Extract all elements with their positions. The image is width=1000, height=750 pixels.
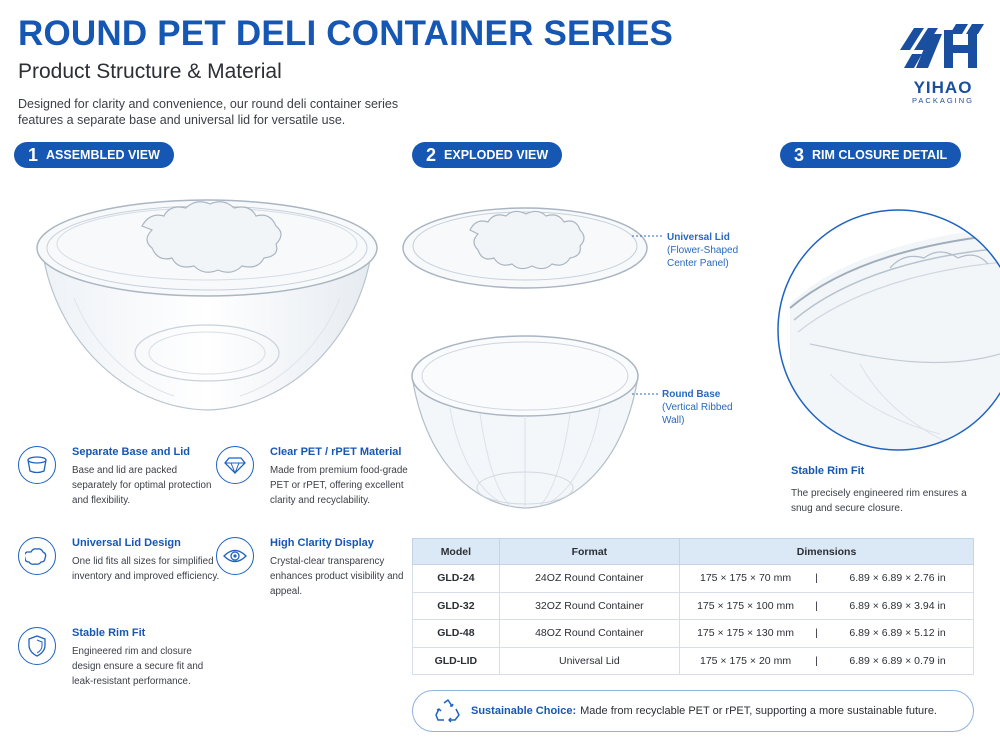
dim-mm: 175 × 175 × 70 mm xyxy=(700,572,792,585)
callout-line: Wall) xyxy=(662,415,685,426)
callout-line: Center Panel) xyxy=(667,258,729,269)
callout-round-base: Round Base (Vertical Ribbed Wall) xyxy=(662,388,733,427)
table-header-row: Model Format Dimensions xyxy=(412,538,974,565)
callout-line: (Flower-Shaped xyxy=(667,245,739,256)
rim-detail-description: The precisely engineered rim ensures a s… xyxy=(791,488,967,514)
feature-description: Made from premium food-grade PET or rPET… xyxy=(270,465,408,506)
spec-table: Model Format Dimensions GLD-24 24OZ Roun… xyxy=(412,538,974,675)
intro-text: Designed for clarity and convenience, ou… xyxy=(18,97,399,127)
dim-inches: 6.89 × 6.89 × 2.76 in xyxy=(849,572,946,585)
logo-name: YIHAO xyxy=(913,78,973,97)
feature-description: One lid fits all sizes for simplified in… xyxy=(72,556,220,582)
dim-mm: 175 × 175 × 130 mm xyxy=(697,627,794,640)
yihao-logo: YIHAO PACKAGING xyxy=(896,20,990,105)
feature-title: Universal Lid Design xyxy=(72,537,181,549)
cell-format: 24OZ Round Container xyxy=(498,564,681,593)
dim-inches: 6.89 × 6.89 × 0.79 in xyxy=(849,654,946,667)
banner-label: Sustainable Choice: xyxy=(471,705,577,717)
exploded-base-image xyxy=(411,335,639,509)
feature-stable-rim-fit: Stable Rim Fit Engineered rim and closur… xyxy=(18,627,208,697)
callout-title: Round Base xyxy=(662,389,721,400)
dim-mm: 175 × 175 × 100 mm xyxy=(697,599,794,612)
section-number: 3 xyxy=(794,144,805,165)
callout-line: (Vertical Ribbed xyxy=(662,402,733,413)
dim-separator: | xyxy=(815,572,818,585)
banner-text: Made from recyclable PET or rPET, suppor… xyxy=(580,705,937,717)
cell-model: GLD-LID xyxy=(412,646,500,675)
dim-separator: | xyxy=(815,599,818,612)
feature-description: Base and lid are packed separately for o… xyxy=(72,465,212,506)
column-header: Dimensions xyxy=(679,538,974,565)
column-header: Format xyxy=(498,538,681,565)
feature-title: Stable Rim Fit xyxy=(72,627,146,639)
section-label: RIM CLOSURE DETAIL xyxy=(812,148,948,162)
cell-model: GLD-48 xyxy=(412,619,500,648)
flower-lid-icon xyxy=(18,537,56,575)
rim-detail-title: Stable Rim Fit xyxy=(791,465,865,477)
section-label: EXPLODED VIEW xyxy=(444,148,549,162)
dim-mm: 175 × 175 × 20 mm xyxy=(700,654,792,667)
cell-dimensions: 175 × 175 × 100 mm | 6.89 × 6.89 × 3.94 in xyxy=(679,591,974,620)
exploded-lid-image xyxy=(402,207,648,289)
cell-dimensions: 175 × 175 × 130 mm | 6.89 × 6.89 × 5.12 in xyxy=(679,619,974,648)
cell-format: Universal Lid xyxy=(498,646,681,675)
assembled-container-image xyxy=(36,199,378,411)
eye-icon xyxy=(216,537,254,575)
sustainability-banner: Sustainable Choice: Made from recyclable… xyxy=(412,690,974,732)
page-title: ROUND PET DELI CONTAINER SERIES xyxy=(18,14,674,53)
section-number: 1 xyxy=(28,144,39,165)
yihao-logo-mark-icon xyxy=(900,24,984,68)
callout-universal-lid: Universal Lid (Flower-Shaped Center Pane… xyxy=(667,231,738,270)
table-row: GLD-32 32OZ Round Container 175 × 175 × … xyxy=(412,591,974,620)
cup-icon xyxy=(18,446,56,484)
section-rim-closure-detail: 3 RIM CLOSURE DETAIL xyxy=(780,142,962,168)
page-subtitle: Product Structure & Material xyxy=(18,60,282,83)
callout-leader-lines xyxy=(630,235,664,395)
dim-separator: | xyxy=(815,627,818,640)
recycle-icon xyxy=(435,699,460,723)
section-exploded-view: 2 EXPLODED VIEW xyxy=(412,142,563,168)
shield-icon xyxy=(18,627,56,665)
cell-format: 32OZ Round Container xyxy=(498,591,681,620)
cell-dimensions: 175 × 175 × 70 mm | 6.89 × 6.89 × 2.76 in xyxy=(679,564,974,593)
section-assembled-view: 1 ASSEMBLED VIEW xyxy=(14,142,174,168)
feature-clear-pet-material: Clear PET / rPET Material Made from prem… xyxy=(216,446,408,516)
feature-description: Engineered rim and closure design ensure… xyxy=(72,646,204,687)
feature-separate-base-lid: Separate Base and Lid Base and lid are p… xyxy=(18,446,211,516)
table-row: GLD-48 48OZ Round Container 175 × 175 × … xyxy=(412,619,974,648)
dim-inches: 6.89 × 6.89 × 3.94 in xyxy=(849,599,946,612)
dim-inches: 6.89 × 6.89 × 5.12 in xyxy=(849,627,946,640)
feature-title: Clear PET / rPET Material xyxy=(270,446,402,458)
cell-dimensions: 175 × 175 × 20 mm | 6.89 × 6.89 × 0.79 in xyxy=(679,646,974,675)
cell-format: 48OZ Round Container xyxy=(498,619,681,648)
feature-universal-lid-design: Universal Lid Design One lid fits all si… xyxy=(18,537,219,597)
table-row: GLD-24 24OZ Round Container 175 × 175 × … xyxy=(412,564,974,593)
feature-high-clarity-display: High Clarity Display Crystal-clear trans… xyxy=(216,537,406,607)
callout-title: Universal Lid xyxy=(667,232,730,243)
feature-title: High Clarity Display xyxy=(270,537,374,549)
logo-subname: PACKAGING xyxy=(911,96,975,105)
table-row: GLD-LID Universal Lid 175 × 175 × 20 mm |… xyxy=(412,646,974,675)
feature-description: Crystal-clear transparency enhances prod… xyxy=(270,556,404,597)
dim-separator: | xyxy=(815,654,818,667)
feature-title: Separate Base and Lid xyxy=(72,446,190,458)
section-number: 2 xyxy=(426,144,437,165)
cell-model: GLD-24 xyxy=(412,564,500,593)
cell-model: GLD-32 xyxy=(412,591,500,620)
rim-closure-detail-image xyxy=(777,209,1000,451)
diamond-icon xyxy=(216,446,254,484)
section-label: ASSEMBLED VIEW xyxy=(46,148,160,162)
column-header: Model xyxy=(412,538,500,565)
